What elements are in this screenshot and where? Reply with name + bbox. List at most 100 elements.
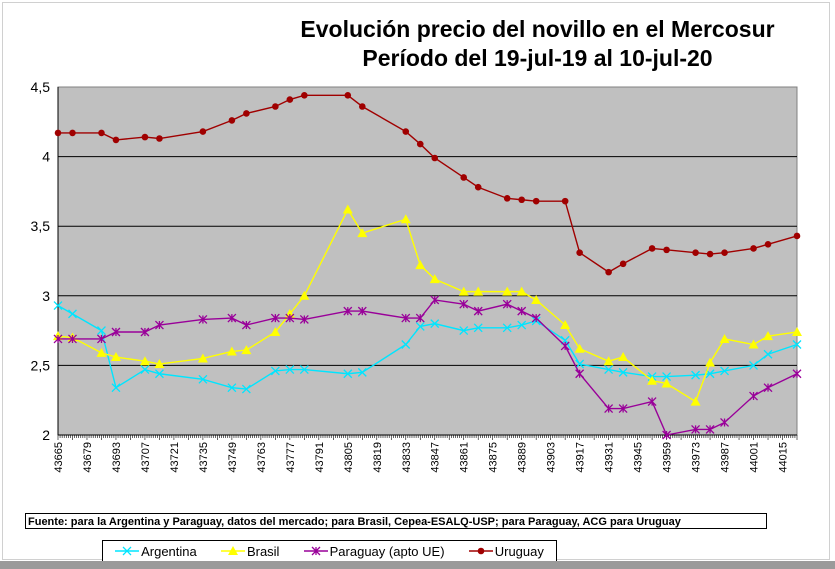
star-marker — [97, 334, 106, 344]
triangle-marker — [690, 396, 701, 406]
star-marker — [198, 315, 208, 324]
triangle-marker — [763, 331, 774, 341]
x-tick-label: 43777 — [285, 442, 297, 473]
circle-marker — [477, 547, 485, 555]
series-line — [57, 208, 798, 403]
circle-marker — [402, 128, 410, 135]
x-marker — [763, 349, 773, 359]
x-tick-label: 43749 — [227, 442, 239, 473]
chart-legend: Argentina Brasil Paraguay (apto UE) Uruguay — [102, 540, 557, 562]
x-marker — [517, 320, 527, 330]
triangle-marker — [661, 378, 672, 388]
triangle-marker — [270, 326, 281, 336]
x-tick-label: 43791 — [314, 442, 326, 473]
star-marker — [662, 430, 672, 440]
circle-marker — [98, 129, 105, 137]
legend-triangle-icon — [220, 546, 245, 555]
series-line — [57, 304, 798, 390]
circle-marker — [503, 195, 511, 202]
star-marker — [792, 369, 802, 379]
star-marker — [401, 313, 411, 323]
triangle-marker — [705, 357, 716, 367]
x-marker — [122, 546, 132, 556]
circle-marker — [619, 260, 627, 268]
x-tick-label: 43679 — [82, 442, 94, 473]
x-marker — [154, 369, 164, 379]
x-marker — [749, 360, 758, 370]
x-tick-label: 44001 — [749, 442, 761, 473]
triangle-marker — [574, 343, 585, 353]
star-marker — [311, 546, 321, 556]
series-brasil — [53, 204, 802, 406]
triangle-marker — [357, 228, 368, 238]
circle-marker — [793, 232, 801, 240]
circle-marker — [605, 268, 612, 276]
window-bottom-edge — [0, 561, 835, 569]
circle-marker — [648, 245, 656, 252]
chart-title: Evolución precio del novillo en el Merco… — [300, 16, 775, 42]
line-chart: 2 2,5 3 3,5 4 4,5 43665 43679 43693 43707 43721 437… — [31, 79, 802, 473]
x-tick-label: 43847 — [430, 442, 442, 473]
star-marker — [227, 313, 237, 323]
star-marker — [415, 313, 425, 323]
x-marker — [140, 365, 150, 375]
star-marker — [357, 306, 367, 316]
star-marker — [531, 313, 541, 323]
x-marker — [343, 369, 353, 379]
circle-marker — [474, 183, 482, 191]
legend-star-icon — [303, 546, 328, 556]
x-tick-label: 43721 — [169, 442, 181, 473]
x-marker — [357, 367, 367, 377]
x-marker — [720, 366, 730, 376]
triangle-marker — [502, 286, 513, 296]
y-tick-label: 3,5 — [31, 218, 51, 234]
series-paraguay — [53, 295, 802, 440]
x-marker — [430, 319, 440, 329]
triangle-marker — [748, 339, 759, 349]
star-marker — [430, 295, 440, 305]
star-marker — [560, 341, 570, 351]
x-marker — [662, 372, 672, 381]
circle-marker — [692, 249, 699, 256]
x-tick-label: 43735 — [198, 442, 210, 473]
x-tick-label: 43665 — [53, 442, 65, 473]
legend-item: Argentina — [115, 544, 197, 559]
star-marker — [459, 299, 469, 309]
x-tick-label: 44015 — [778, 442, 790, 473]
x-tick-label: 43693 — [111, 442, 123, 473]
x-tick-label: 43987 — [720, 442, 732, 473]
circle-marker — [272, 103, 279, 110]
star-marker — [111, 327, 121, 337]
circle-marker — [460, 174, 468, 181]
x-marker — [502, 323, 512, 333]
x-tick-label: 43917 — [575, 442, 587, 473]
star-marker — [343, 306, 353, 316]
triangle-marker — [792, 326, 802, 336]
series-line — [58, 94, 798, 273]
triangle-marker — [342, 204, 353, 214]
star-marker — [749, 391, 758, 401]
triangle-marker — [531, 294, 542, 304]
x-tick-label: 43959 — [662, 442, 674, 473]
chart-subtitle: Período del 19-jul-19 al 10-jul-20 — [362, 45, 713, 71]
x-marker — [792, 340, 802, 349]
x-marker — [604, 365, 614, 375]
triangle-marker — [154, 359, 165, 369]
triangle-marker — [429, 274, 440, 284]
y-tick-label: 4 — [42, 149, 50, 165]
triangle-marker — [560, 320, 571, 330]
circle-marker — [156, 135, 163, 142]
circle-marker — [518, 196, 525, 204]
legend-item: Brasil — [220, 544, 279, 559]
triangle-marker — [516, 286, 527, 296]
triangle-marker — [241, 345, 252, 355]
star-marker — [473, 306, 483, 316]
x-tick-label: 43707 — [140, 442, 152, 473]
series-uruguay — [54, 92, 801, 276]
circle-marker — [576, 249, 583, 256]
circle-marker — [416, 140, 424, 148]
x-marker — [241, 384, 251, 394]
star-marker — [647, 397, 657, 407]
star-marker — [270, 313, 280, 323]
x-marker — [575, 359, 585, 369]
